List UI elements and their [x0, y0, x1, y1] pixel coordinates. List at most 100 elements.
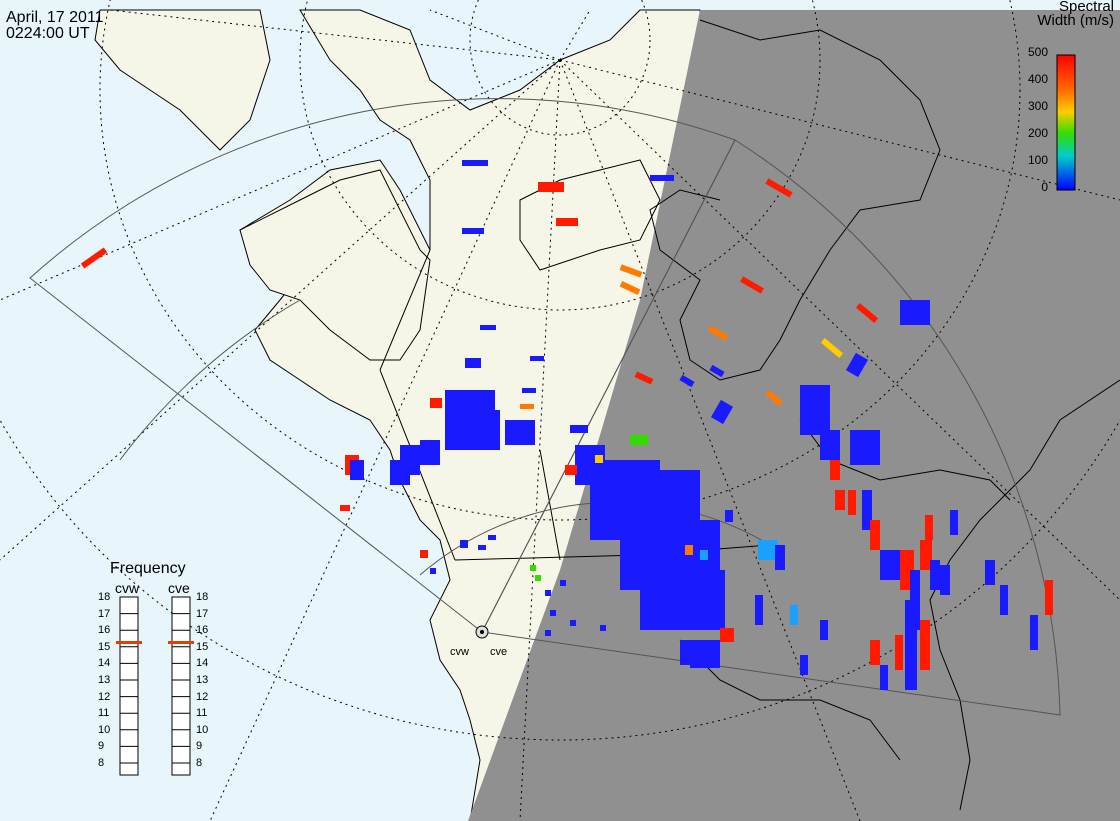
scatter-cell: [619, 264, 643, 278]
scatter-cell: [862, 490, 872, 530]
scatter-cell: [940, 565, 950, 595]
scatter-cell: [550, 610, 556, 616]
scatter-cell: [925, 515, 933, 540]
scatter-cell: [725, 510, 733, 522]
scatter-cell: [1000, 585, 1008, 615]
scatter-cell: [820, 620, 828, 640]
scatter-cell: [556, 218, 578, 226]
scatter-cell: [600, 625, 606, 631]
scatter-cell: [920, 540, 932, 570]
scatter-cell: [430, 568, 436, 574]
frequency-title: Frequency: [110, 560, 186, 577]
scatter-cell: [665, 620, 673, 630]
scatter-cell: [950, 510, 958, 535]
scatter-cell: [880, 665, 888, 690]
scatter-cell: [850, 430, 880, 465]
scatter-cell: [845, 352, 869, 378]
scatter-cell: [619, 281, 641, 295]
scatter-cell: [462, 228, 484, 234]
scatter-cell: [775, 545, 785, 570]
colorbar-tick-400: 400: [1027, 72, 1048, 86]
scatter-cell: [765, 389, 783, 407]
scatter-cell: [707, 325, 729, 341]
scatter-cell: [920, 620, 930, 670]
scatter-cell: [460, 540, 468, 548]
radar-label-map-cve: cve: [490, 646, 508, 658]
scatter-cell: [679, 374, 695, 388]
scatter-cell: [985, 560, 995, 585]
scatter-cell: [765, 178, 793, 198]
frequency-level-right: 12: [196, 690, 209, 703]
scatter-cell: [700, 550, 708, 560]
scatter-cell: [1030, 615, 1038, 650]
scatter-cell: [530, 565, 536, 571]
scatter-cell: [478, 545, 486, 550]
scatter-cell: [800, 655, 808, 675]
scatter-cell: [895, 635, 903, 670]
colorbar-title: Spectral Width (m/s): [1037, 0, 1114, 28]
colorbar-tick-500: 500: [1027, 45, 1048, 59]
scatter-cell: [870, 520, 880, 550]
colorbar-title-line2: Width (m/s): [1037, 12, 1114, 29]
scatter-cell: [685, 545, 693, 555]
scatter-cell: [905, 600, 917, 690]
scatter-cell: [545, 590, 551, 596]
scatter-cell: [350, 460, 364, 480]
scatter-cell: [488, 535, 496, 540]
scatter-cell: [340, 505, 350, 511]
scatter-cell: [650, 175, 674, 181]
frequency-level-left: 18: [98, 591, 111, 603]
scatter-cell: [1045, 580, 1053, 615]
scatter-cell: [930, 560, 940, 590]
scatter-cell: [830, 460, 840, 480]
frequency-level-left: 11: [98, 707, 110, 720]
scatter-cell: [470, 410, 500, 450]
frequency-level-left: 8: [98, 757, 105, 769]
colorbar-tick-300: 300: [1027, 99, 1048, 113]
scatter-cell: [710, 399, 734, 425]
scatter-cell: [530, 356, 544, 361]
frequency-level-left: 10: [98, 723, 111, 736]
date-label: April, 17 2011: [6, 9, 104, 26]
scatter-cell: [520, 404, 534, 409]
frequency-level-right: 9: [196, 740, 203, 753]
scatter-cell: [720, 628, 734, 642]
scatter-cell: [545, 630, 551, 636]
radar-label-map-cvw: cvw: [450, 646, 469, 658]
scatter-cell: [855, 302, 879, 324]
frequency-level-right: 15: [196, 640, 209, 653]
radar-label-cvw: cvw: [115, 580, 140, 596]
frequency-level-right: 8: [196, 757, 203, 769]
scatter-cell: [505, 420, 535, 445]
scatter-cells: [80, 160, 1053, 690]
scatter-cell: [462, 160, 488, 166]
frequency-level-left: 14: [98, 657, 111, 670]
scatter-cell: [480, 325, 496, 330]
scatter-cell: [900, 300, 930, 325]
scatter-cell: [709, 364, 725, 378]
scatter-cell: [870, 640, 880, 665]
scatter-cell: [690, 660, 720, 668]
scatter-cell: [835, 490, 845, 510]
scatter-cell: [848, 490, 856, 515]
colorbar-title-line1: Spectral: [1058, 0, 1114, 15]
radar-site-dot: [480, 630, 484, 634]
scatter-cell: [430, 398, 442, 408]
frequency-level-left: 16: [98, 624, 111, 637]
scatter-cell: [634, 371, 654, 385]
scatter-cell: [390, 460, 410, 485]
frequency-level-right: 13: [196, 674, 209, 686]
scatter-cell: [565, 465, 577, 475]
frequency-level-left: 17: [98, 607, 111, 620]
frequency-level-right: 14: [196, 657, 209, 670]
frequency-level-left: 12: [98, 690, 111, 703]
colorbar-tick-100: 100: [1027, 153, 1048, 167]
landmass-alaska-west: [239, 169, 431, 361]
frequency-level-right: 11: [196, 707, 208, 720]
scatter-cell: [80, 247, 108, 269]
frequency-level-left: 15: [98, 640, 111, 653]
time-label: 0224:00 UT: [6, 25, 90, 42]
frequency-level-right: 16: [196, 624, 209, 637]
